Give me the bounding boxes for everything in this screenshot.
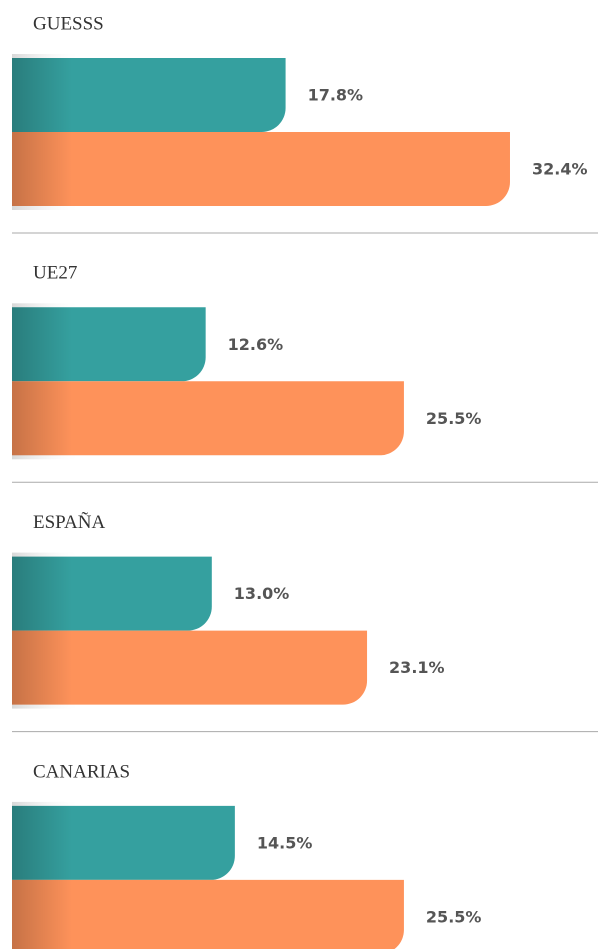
bar-shade [12, 805, 72, 880]
value-label: 32.4% [532, 160, 588, 179]
bar [12, 630, 368, 705]
category-label: UE27 [33, 263, 77, 284]
category-label: ESPAÑA [33, 511, 105, 533]
value-label: 14.5% [257, 833, 313, 852]
bar [12, 58, 286, 132]
bar [12, 879, 404, 949]
value-label: 25.5% [426, 409, 482, 428]
bar-shade [12, 381, 72, 456]
bar-shade [12, 879, 72, 949]
bar-shade [12, 307, 72, 382]
category-label: GUESSS [33, 13, 104, 34]
value-label: 23.1% [389, 658, 445, 677]
category-label: CANARIAS [33, 761, 130, 782]
value-label: 17.8% [308, 86, 364, 105]
bar [12, 381, 404, 456]
value-label: 13.0% [234, 584, 290, 603]
bar-shade [12, 630, 72, 705]
bar [12, 132, 510, 206]
value-label: 25.5% [426, 907, 482, 926]
bar-shade [12, 58, 72, 132]
bar-shade [12, 556, 72, 631]
value-label: 12.6% [228, 335, 284, 354]
bar-shade [12, 132, 72, 206]
